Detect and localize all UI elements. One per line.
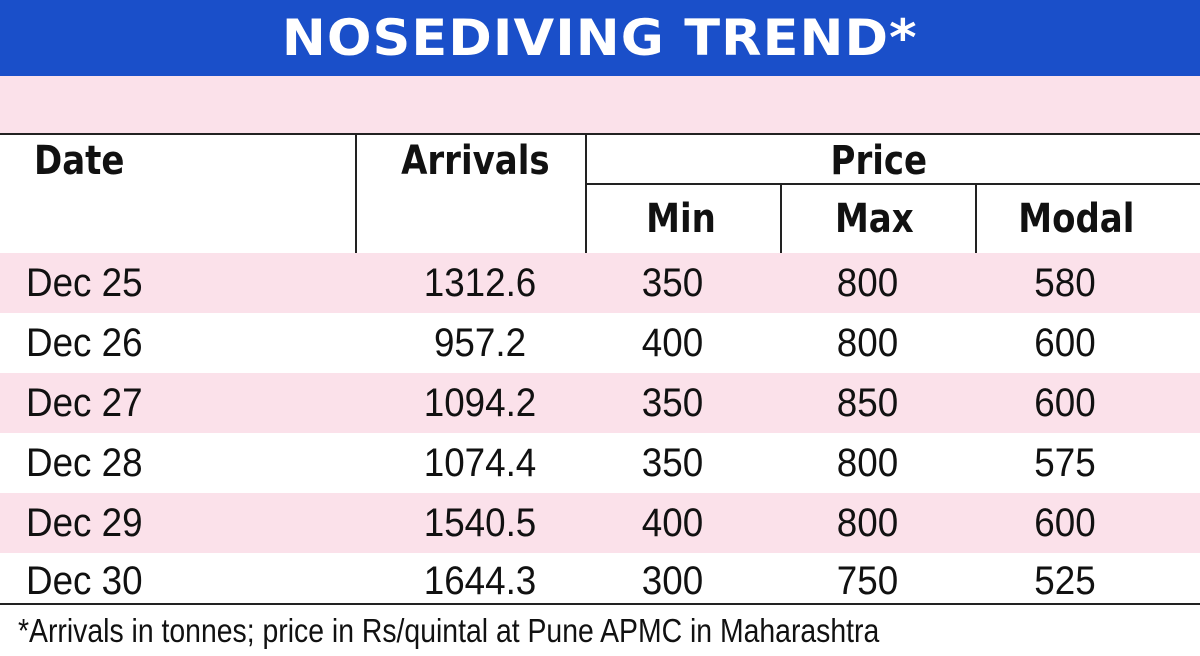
cell-max: 750	[836, 559, 899, 603]
cell-modal: 580	[1034, 261, 1096, 305]
cell-min: 350	[641, 381, 704, 425]
header-modal: Modal	[1018, 196, 1135, 242]
header-arrivals: Arrivals	[401, 138, 550, 184]
cell-min: 350	[641, 261, 704, 305]
table-title: NOSEDIVING TREND*	[282, 9, 918, 67]
top-rule	[0, 133, 1200, 135]
cell-min: 350	[641, 441, 704, 485]
header-band	[0, 76, 1200, 133]
row-stripe	[0, 253, 1200, 313]
header-max: Max	[834, 196, 914, 242]
cell-max: 850	[836, 381, 899, 425]
cell-modal: 600	[1034, 501, 1096, 545]
cell-date: Dec 26	[26, 321, 143, 365]
row-stripe	[0, 373, 1200, 433]
header-price: Price	[830, 138, 928, 184]
cell-arrivals: 1094.2	[423, 381, 537, 425]
cell-modal: 600	[1034, 381, 1096, 425]
header-date: Date	[33, 138, 125, 184]
cell-modal: 525	[1034, 559, 1096, 603]
title-banner: NOSEDIVING TREND*	[0, 0, 1200, 76]
cell-date: Dec 27	[26, 381, 143, 425]
max-divider	[975, 185, 977, 253]
cell-modal: 600	[1034, 321, 1096, 365]
cell-max: 800	[836, 501, 899, 545]
header-min: Min	[646, 196, 716, 242]
cell-date: Dec 29	[26, 501, 143, 545]
cell-date: Dec 25	[26, 261, 143, 305]
cell-arrivals: 1540.5	[423, 501, 537, 545]
cell-max: 800	[836, 261, 899, 305]
cell-min: 300	[641, 559, 704, 603]
row-stripe	[0, 493, 1200, 553]
cell-arrivals: 1312.6	[423, 261, 537, 305]
cell-arrivals: 1644.3	[423, 559, 537, 603]
bottom-rule	[0, 603, 1200, 605]
cell-date: Dec 28	[26, 441, 143, 485]
footnote: *Arrivals in tonnes; price in Rs/quintal…	[18, 612, 880, 649]
cell-min: 400	[641, 321, 704, 365]
arrivals-divider	[585, 133, 587, 253]
price-table: Date Arrivals Price Min Max Modal Dec 25…	[0, 133, 1200, 605]
price-rule	[585, 183, 1200, 185]
cell-arrivals: 957.2	[433, 321, 527, 365]
min-divider	[780, 185, 782, 253]
cell-min: 400	[641, 501, 704, 545]
cell-modal: 575	[1034, 441, 1096, 485]
cell-max: 800	[836, 441, 899, 485]
cell-arrivals: 1074.4	[423, 441, 537, 485]
cell-date: Dec 30	[26, 559, 143, 603]
date-divider	[355, 133, 357, 253]
cell-max: 800	[836, 321, 899, 365]
